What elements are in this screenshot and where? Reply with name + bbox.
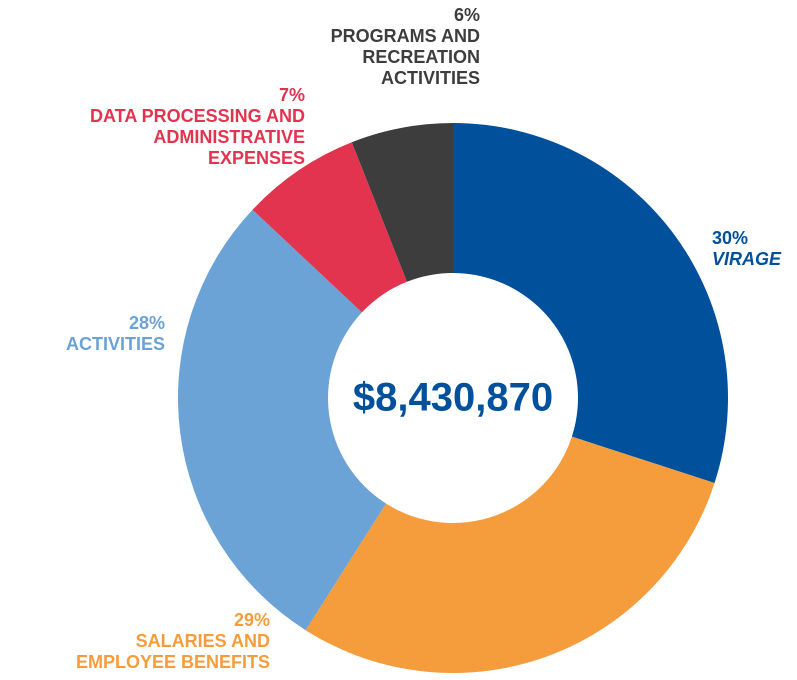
donut-segment [305,436,715,674]
segment-percent: 7% [278,85,305,105]
donut-segment [252,142,407,313]
segment-name: ACTIVITIES [65,334,165,354]
segment-name: SALARIES AND EMPLOYEE BENEFITS [75,631,270,672]
segment-name: DATA PROCESSING AND ADMINISTRATIVE EXPEN… [90,106,306,168]
segment-percent: 28% [128,313,165,333]
segment-percent: 30% [712,228,749,248]
donut-segment [351,123,453,282]
segment-name: VIRAGE [712,249,782,269]
segment-label: 29% SALARIES AND EMPLOYEE BENEFITS [40,610,270,673]
donut-segment [178,209,387,631]
segment-label: 7% DATA PROCESSING AND ADMINISTRATIVE EXP… [90,85,305,169]
segment-percent: 6% [453,5,480,25]
donut-segment [453,123,728,483]
segment-percent: 29% [233,610,270,630]
segment-label: 28% ACTIVITIES [5,313,165,355]
center-total: $8,430,870 [353,376,553,420]
segment-label: 30% VIRAGE [712,228,797,270]
segment-label: 6% PROGRAMS AND RECREATION ACTIVITIES [315,5,480,89]
segment-name: PROGRAMS AND RECREATION ACTIVITIES [330,26,480,88]
